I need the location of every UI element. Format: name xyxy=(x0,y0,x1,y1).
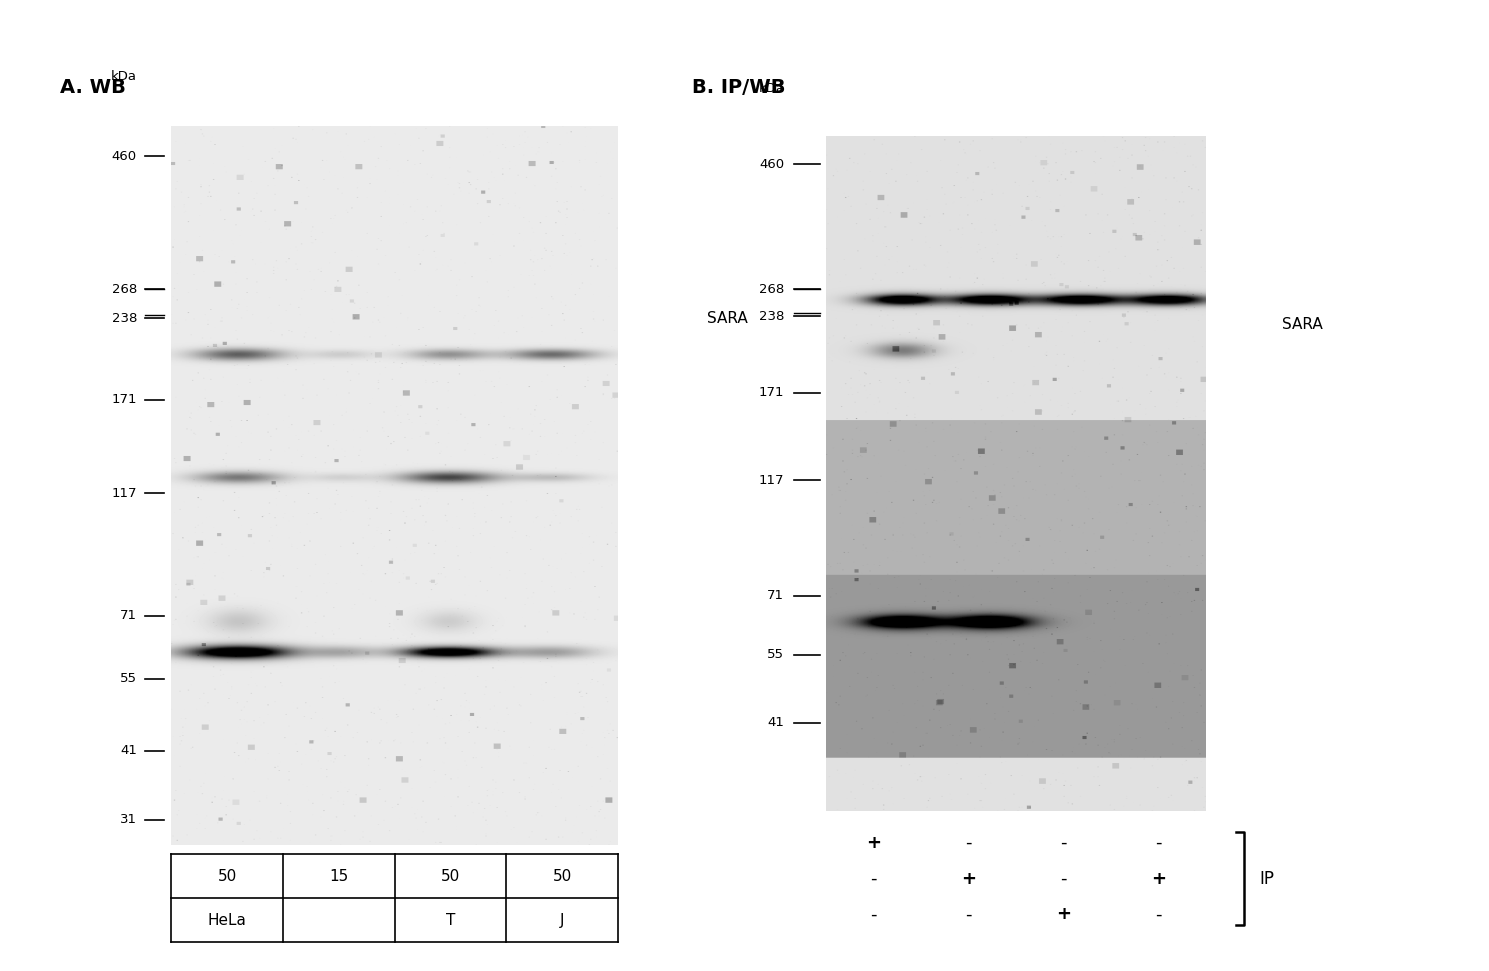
Text: +: + xyxy=(1151,870,1166,887)
Text: 15: 15 xyxy=(329,869,348,884)
Text: 71: 71 xyxy=(767,589,785,602)
Text: 31: 31 xyxy=(121,814,137,826)
Text: 268: 268 xyxy=(112,283,137,296)
Text: -: - xyxy=(965,834,972,853)
Text: +: + xyxy=(1056,905,1071,923)
Text: 41: 41 xyxy=(121,745,137,757)
Text: 55: 55 xyxy=(767,649,785,661)
Text: 117: 117 xyxy=(112,486,137,500)
Text: T: T xyxy=(445,913,456,927)
Text: 50: 50 xyxy=(552,869,572,884)
Text: kDa: kDa xyxy=(758,83,785,95)
Text: IP: IP xyxy=(1260,870,1275,887)
Text: 171: 171 xyxy=(759,386,785,399)
Text: SARA: SARA xyxy=(1282,317,1322,332)
Text: -: - xyxy=(1155,905,1161,923)
Text: A. WB: A. WB xyxy=(60,78,125,97)
Text: -: - xyxy=(1155,834,1161,853)
Text: 268: 268 xyxy=(759,283,785,295)
Text: 55: 55 xyxy=(121,672,137,686)
Text: -: - xyxy=(965,905,972,923)
Text: 50: 50 xyxy=(217,869,237,884)
Text: 238: 238 xyxy=(759,310,785,323)
Text: HeLa: HeLa xyxy=(207,913,247,927)
Text: 238: 238 xyxy=(112,312,137,325)
Text: 71: 71 xyxy=(121,610,137,622)
Text: 171: 171 xyxy=(112,393,137,406)
Text: -: - xyxy=(1060,870,1068,887)
Text: kDa: kDa xyxy=(112,70,137,84)
Text: 460: 460 xyxy=(759,157,785,171)
Text: B. IP/WB: B. IP/WB xyxy=(692,78,786,97)
Text: 117: 117 xyxy=(759,474,785,487)
Text: 41: 41 xyxy=(767,717,785,729)
Text: -: - xyxy=(871,905,877,923)
Text: +: + xyxy=(962,870,977,887)
Text: 460: 460 xyxy=(112,150,137,163)
Text: J: J xyxy=(560,913,564,927)
Text: +: + xyxy=(867,834,881,853)
Text: -: - xyxy=(1060,834,1068,853)
Text: SARA: SARA xyxy=(707,311,747,326)
Text: 50: 50 xyxy=(441,869,460,884)
Text: -: - xyxy=(871,870,877,887)
